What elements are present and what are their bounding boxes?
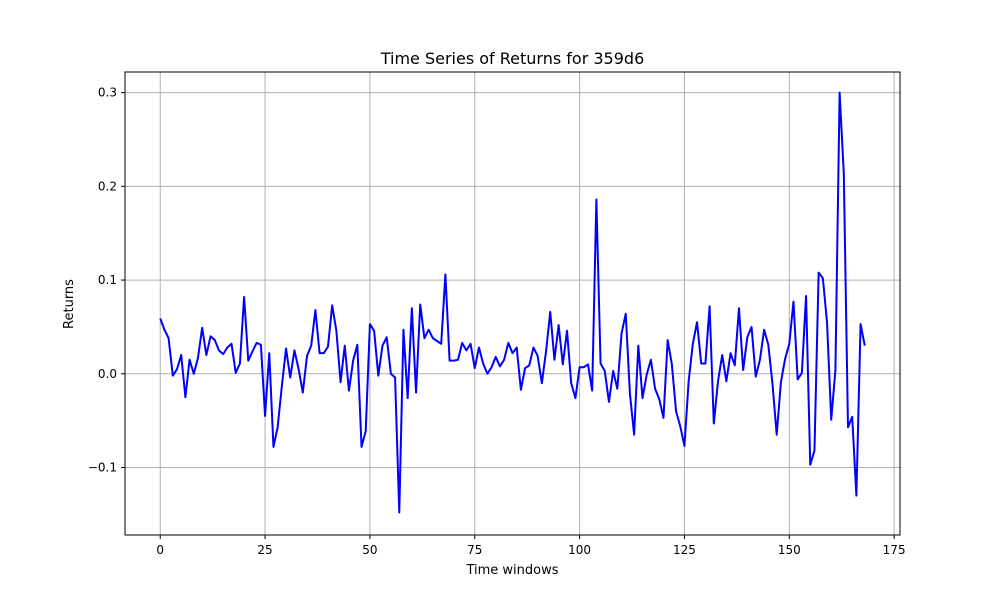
x-axis-label: Time windows bbox=[465, 563, 558, 578]
x-tick-label: 50 bbox=[362, 543, 377, 557]
x-tick-label: 75 bbox=[467, 543, 482, 557]
x-tick-label: 100 bbox=[568, 543, 591, 557]
chart-title: Time Series of Returns for 359d6 bbox=[380, 49, 645, 68]
ticks: 0 25 50 75 100 125 150 175 −0.1 0.0 0.1 0.2 0.3 bbox=[88, 86, 906, 557]
x-tick-label: 175 bbox=[883, 543, 906, 557]
y-tick-label: 0.2 bbox=[98, 179, 117, 193]
x-tick-label: 25 bbox=[257, 543, 272, 557]
y-axis-label: Returns bbox=[62, 279, 77, 329]
y-tick-label: −0.1 bbox=[88, 461, 117, 475]
x-tick-label: 0 bbox=[156, 543, 164, 557]
returns-series-line bbox=[159, 91, 866, 514]
plot-frame bbox=[124, 71, 901, 536]
grid bbox=[125, 72, 900, 535]
y-tick-label: 0.1 bbox=[98, 273, 117, 287]
x-tick-label: 125 bbox=[673, 543, 696, 557]
x-tick-label: 150 bbox=[778, 543, 801, 557]
series-layer bbox=[159, 91, 866, 514]
y-tick-label: 0.0 bbox=[98, 367, 117, 381]
y-tick-label: 0.3 bbox=[98, 86, 117, 100]
